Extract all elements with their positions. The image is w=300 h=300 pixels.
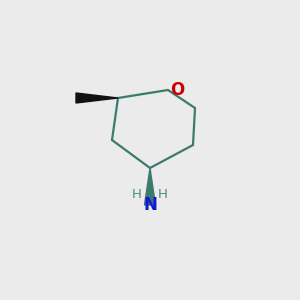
Text: H: H xyxy=(132,188,142,202)
Polygon shape xyxy=(76,93,118,103)
Text: H: H xyxy=(158,188,168,202)
Text: N: N xyxy=(143,196,157,214)
Polygon shape xyxy=(145,168,155,205)
Text: O: O xyxy=(170,81,184,99)
